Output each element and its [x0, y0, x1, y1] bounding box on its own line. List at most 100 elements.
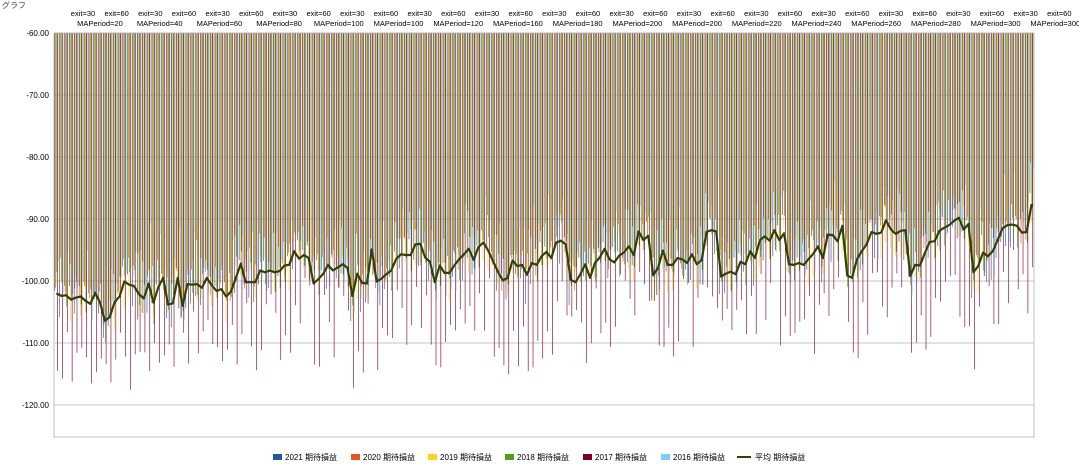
bar-2020 期待損益: [506, 33, 508, 281]
bar-2019 期待損益: [380, 33, 382, 256]
bar-2017 期待損益: [717, 33, 718, 309]
bar-2016 期待損益: [834, 33, 835, 182]
bar-2018 期待損益: [716, 33, 718, 252]
bar-2019 期待損益: [1016, 33, 1018, 219]
bar-2018 期待損益: [56, 33, 58, 272]
bar-2019 期待損益: [182, 33, 183, 300]
bar-2017 期待損益: [838, 33, 839, 278]
bar-2018 期待損益: [279, 33, 281, 288]
bar-2020 期待損益: [224, 33, 226, 293]
bar-2018 期待損益: [575, 33, 577, 268]
bar-2020 期待損益: [656, 33, 658, 231]
bar-2021 期待損益: [660, 33, 662, 252]
bar-2019 期待損益: [754, 33, 756, 280]
bar-2016 期待損益: [1013, 33, 1015, 172]
bar-2016 期待損益: [635, 33, 636, 259]
bar-2020 期待損益: [710, 33, 711, 219]
bar-2021 期待損益: [568, 33, 570, 306]
bar-2020 期待損益: [186, 33, 187, 289]
bar-2016 期待損益: [159, 33, 161, 234]
bar-2017 期待損益: [615, 33, 616, 327]
bar-2017 期待損益: [532, 33, 534, 368]
bar-2019 期待損益: [177, 33, 178, 280]
bar-2016 期待損益: [504, 33, 505, 281]
bar-2020 期待損益: [525, 33, 527, 269]
bar-2018 期待損益: [71, 33, 72, 301]
bar-2017 期待損益: [207, 33, 209, 321]
bar-2020 期待損益: [642, 33, 643, 225]
bar-2019 期待損益: [361, 33, 363, 300]
bar-2020 期待損益: [55, 33, 56, 288]
bar-2021 期待損益: [64, 33, 65, 286]
bar-2020 期待損益: [132, 33, 134, 266]
bar-2021 期待損益: [54, 33, 56, 291]
category-label: exit=60: [508, 9, 532, 18]
bar-2016 期待損益: [271, 33, 273, 269]
bar-2016 期待損益: [489, 33, 491, 219]
bar-2019 期待損益: [511, 33, 513, 273]
bar-2021 期待損益: [821, 33, 822, 283]
bar-2017 期待損益: [1017, 33, 1019, 290]
bar-2020 期待損益: [137, 33, 139, 254]
bar-2018 期待損益: [672, 33, 674, 272]
bar-2017 期待損益: [624, 33, 626, 281]
bar-2021 期待損益: [728, 33, 730, 259]
bar-2018 期待損益: [148, 33, 150, 270]
bar-2021 期待損益: [408, 33, 410, 240]
bar-2020 期待損益: [273, 33, 275, 233]
bar-2016 期待損益: [310, 33, 311, 199]
bar-2016 期待損益: [669, 33, 670, 218]
bar-2017 期待損益: [954, 33, 956, 275]
bar-2019 期待損益: [992, 33, 993, 228]
bar-2019 期待損益: [783, 33, 785, 229]
bar-2020 期待損益: [64, 33, 66, 296]
bar-2019 期待損益: [123, 33, 125, 309]
bar-2017 期待損益: [333, 33, 335, 358]
bar-2018 期待損益: [934, 33, 936, 258]
bar-2019 期待損益: [769, 33, 770, 259]
bar-2020 期待損益: [195, 33, 197, 241]
bar-2021 期待損益: [1019, 33, 1021, 219]
bar-2018 期待損益: [352, 33, 354, 306]
y-tick-label: -110.00: [22, 339, 49, 348]
bar-2021 期待損益: [486, 33, 487, 249]
bar-2018 期待損益: [803, 33, 805, 252]
bar-2021 期待損益: [311, 33, 313, 274]
bar-2020 期待損益: [433, 33, 435, 242]
legend-label: 2017 期待損益: [595, 452, 647, 462]
bar-2018 期待損益: [789, 33, 790, 275]
bar-2021 期待損益: [767, 33, 769, 238]
bar-2019 期待損益: [526, 33, 528, 275]
bar-2019 期待損益: [638, 33, 639, 229]
bar-2020 期待損益: [821, 33, 823, 268]
bar-2018 期待損益: [143, 33, 145, 286]
bar-2019 期待損益: [759, 33, 760, 267]
bar-2021 期待損益: [88, 33, 90, 294]
bar-2017 期待損益: [314, 33, 316, 365]
category-label: exit=30: [879, 9, 903, 18]
bar-2020 期待損益: [797, 33, 799, 222]
bar-2016 期待損益: [154, 33, 156, 283]
bar-2017 期待損益: [130, 33, 131, 390]
bar-2018 期待損益: [134, 33, 135, 271]
bar-2018 期待損益: [473, 33, 475, 269]
bar-2020 期待損益: [705, 33, 706, 194]
bar-2017 期待損益: [513, 33, 514, 331]
bar-2016 期待損益: [911, 33, 913, 295]
bar-2016 期待損益: [300, 33, 302, 241]
bar-2021 期待損益: [636, 33, 638, 237]
bar-2021 期待損益: [549, 33, 550, 257]
bar-2019 期待損益: [351, 33, 353, 318]
bar-2020 期待損益: [380, 33, 381, 278]
bar-2016 期待損益: [732, 33, 733, 272]
category-label: exit=60: [374, 9, 398, 18]
bar-2021 期待損益: [466, 33, 468, 258]
bar-2020 期待損益: [370, 33, 372, 240]
legend-swatch: [351, 454, 360, 460]
bar-2021 期待損益: [98, 33, 99, 314]
bar-2021 期待損益: [830, 33, 832, 262]
category-label: exit=30: [811, 9, 835, 18]
bar-2021 期待損益: [297, 33, 298, 241]
bar-2019 期待損益: [633, 33, 634, 282]
bar-2018 期待損益: [318, 33, 320, 296]
